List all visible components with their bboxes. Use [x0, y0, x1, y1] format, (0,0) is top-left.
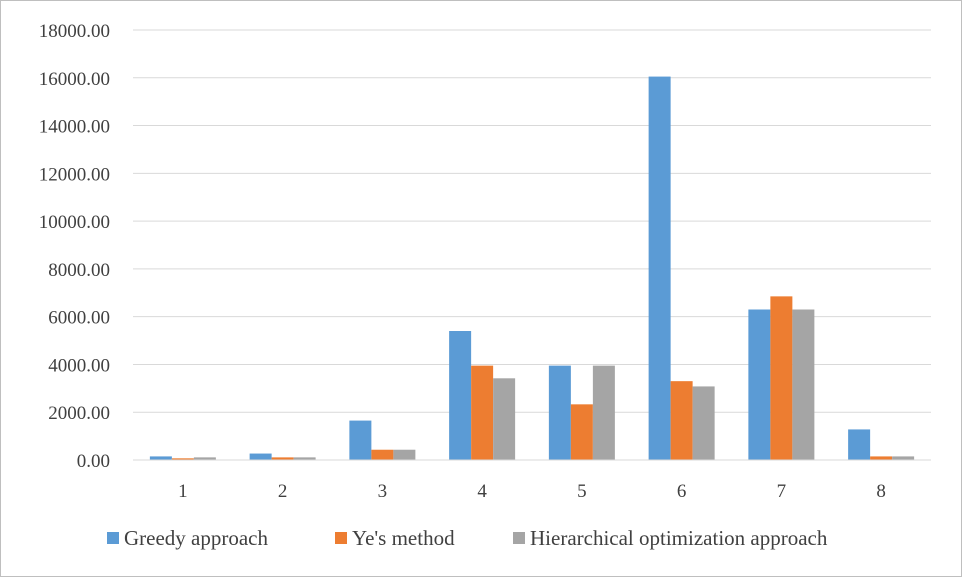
x-tick-label: 4 — [477, 481, 487, 502]
bar-2-cat-2 — [271, 457, 294, 460]
bar-1-cat-1 — [149, 456, 172, 460]
y-tick-label: 6000.00 — [48, 308, 110, 329]
y-tick-label: 0.00 — [77, 451, 110, 472]
y-tick-label: 16000.00 — [39, 69, 110, 90]
bar-3-cat-6 — [692, 386, 715, 460]
x-tick-label: 1 — [178, 481, 188, 502]
bar-1-cat-8 — [848, 429, 871, 460]
y-tick-label: 18000.00 — [39, 21, 110, 42]
y-tick-label: 12000.00 — [39, 164, 110, 185]
y-tick-label: 2000.00 — [48, 403, 110, 424]
bar-1-cat-2 — [249, 453, 272, 460]
legend-label: Greedy approach — [124, 526, 269, 550]
legend-swatch — [335, 532, 347, 544]
legend-swatch — [513, 532, 525, 544]
y-tick-label: 8000.00 — [48, 260, 110, 281]
x-tick-label: 5 — [577, 481, 587, 502]
y-tick-label: 14000.00 — [39, 117, 110, 138]
bar-1-cat-5 — [548, 365, 571, 460]
bar-3-cat-7 — [792, 309, 815, 460]
bar-2-cat-6 — [670, 381, 693, 460]
y-axis-ticks: 0.00 2000.00 4000.00 6000.00 8000.00 10000.00… — [39, 21, 110, 472]
legend-label: Hierarchical optimization approach — [530, 526, 828, 550]
bar-1-cat-7 — [748, 309, 771, 460]
bar-3-cat-3 — [393, 449, 416, 460]
bar-2-cat-1 — [171, 458, 194, 460]
x-tick-label: 7 — [777, 481, 787, 502]
x-tick-label: 3 — [378, 481, 388, 502]
x-tick-label: 6 — [677, 481, 687, 502]
x-tick-label: 2 — [278, 481, 288, 502]
legend-label: Ye's method — [352, 526, 455, 550]
y-tick-label: 4000.00 — [48, 355, 110, 376]
bar-3-cat-1 — [193, 457, 216, 460]
bar-2-cat-5 — [570, 404, 593, 460]
legend-swatch — [107, 532, 119, 544]
y-tick-label: 10000.00 — [39, 212, 110, 233]
bars — [149, 76, 915, 460]
bar-2-cat-7 — [770, 296, 793, 460]
bar-3-cat-5 — [592, 365, 615, 460]
bar-1-cat-3 — [349, 420, 372, 460]
bar-3-cat-4 — [493, 378, 516, 460]
x-tick-label: 8 — [876, 481, 886, 502]
bar-2-cat-8 — [870, 456, 893, 460]
bar-1-cat-6 — [648, 76, 671, 460]
bar-2-cat-3 — [371, 449, 394, 460]
bar-3-cat-8 — [892, 456, 915, 460]
bar-2-cat-4 — [471, 365, 494, 460]
bar-3-cat-2 — [293, 457, 316, 460]
legend: Greedy approach Ye's method Hierarchical o… — [107, 526, 828, 550]
bar-1-cat-4 — [449, 331, 472, 460]
x-axis-ticks: 1 2 3 4 5 6 7 8 — [178, 481, 886, 502]
